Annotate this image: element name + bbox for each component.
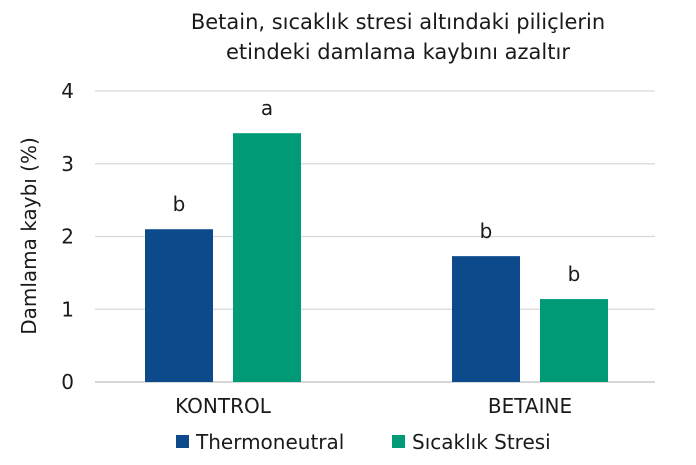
x-category-label: BETAINE <box>488 394 572 418</box>
y-tick-label: 4 <box>61 79 74 103</box>
legend-swatch <box>176 435 189 448</box>
y-tick-label: 2 <box>61 225 74 249</box>
y-axis-ticks: 0 1 2 3 4 <box>61 79 74 394</box>
data-labels: b a b b <box>173 96 581 286</box>
data-label: b <box>568 262 581 286</box>
y-tick-label: 0 <box>61 370 74 394</box>
data-label: b <box>480 219 493 243</box>
bar-betaine-series-1 <box>452 256 520 382</box>
chart-title-line-1: Betain, sıcaklık stresi altındaki piliçl… <box>191 10 605 34</box>
x-axis-categories: KONTROL BETAINE <box>175 394 572 418</box>
bar-kontrol-series-1 <box>145 229 213 382</box>
chart-title-line-2: etindeki damlama kaybını azaltır <box>226 40 570 64</box>
bar-kontrol-series-2 <box>233 133 301 382</box>
y-axis-label: Damlama kaybı (%) <box>17 137 41 335</box>
legend-label: Sıcaklık Stresi <box>412 430 551 454</box>
bar-betaine-series-2 <box>540 299 608 382</box>
legend-swatch <box>392 435 405 448</box>
data-label: b <box>173 192 186 216</box>
legend-label: Thermoneutral <box>195 430 344 454</box>
bars <box>145 133 608 382</box>
y-tick-label: 1 <box>61 297 74 321</box>
y-tick-label: 3 <box>61 152 74 176</box>
legend: Thermoneutral Sıcaklık Stresi <box>176 430 551 454</box>
data-label: a <box>261 96 273 120</box>
x-category-label: KONTROL <box>175 394 272 418</box>
